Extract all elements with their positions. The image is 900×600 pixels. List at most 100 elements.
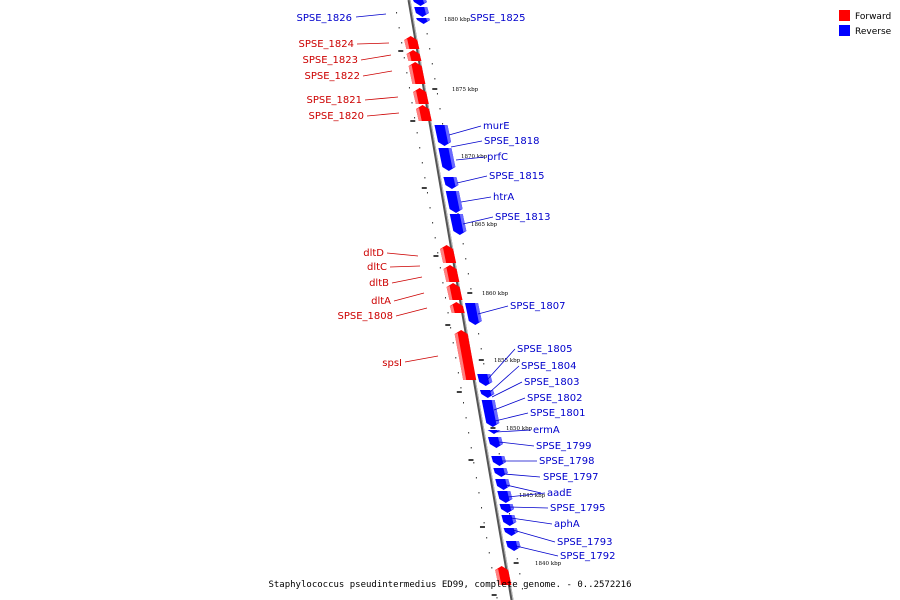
leader-line bbox=[393, 292, 425, 302]
guide-dot bbox=[480, 348, 482, 350]
gene-label[interactable]: SPSE_1824 bbox=[299, 39, 355, 50]
gene-label[interactable]: SPSE_1826 bbox=[297, 13, 353, 24]
gene-shade bbox=[496, 430, 501, 431]
guide-dot bbox=[434, 78, 436, 80]
guide-dots bbox=[396, 12, 523, 599]
gene-label[interactable]: SPSE_1825 bbox=[470, 13, 526, 24]
guide-dot bbox=[491, 567, 493, 569]
gene-label[interactable]: SPSE_1801 bbox=[530, 408, 586, 419]
gene-label[interactable]: SPSE_1798 bbox=[539, 456, 595, 467]
guide-dot bbox=[434, 237, 436, 239]
gene-label[interactable]: htrA bbox=[493, 192, 514, 203]
gene-label[interactable]: SPSE_1805 bbox=[517, 344, 573, 355]
guide-dot bbox=[452, 342, 454, 344]
gene-shade bbox=[454, 333, 467, 380]
guide-dot bbox=[475, 477, 477, 479]
guide-dot bbox=[483, 522, 485, 524]
gene-label[interactable]: SPSE_1807 bbox=[510, 301, 566, 312]
guide-dot bbox=[493, 582, 495, 584]
gene-label[interactable]: dltC bbox=[367, 262, 387, 273]
gene-label[interactable]: SPSE_1804 bbox=[521, 361, 577, 372]
legend-swatch-reverse bbox=[839, 25, 850, 36]
leader-line bbox=[448, 125, 482, 136]
scale-label: 1850 kbp bbox=[506, 426, 533, 432]
leader-line bbox=[494, 412, 529, 422]
gene-label[interactable]: aphA bbox=[554, 519, 580, 530]
guide-dot bbox=[442, 123, 444, 125]
gene-label[interactable]: SPSE_1803 bbox=[524, 377, 580, 388]
guide-dot bbox=[463, 402, 465, 404]
gene-label[interactable]: SPSE_1795 bbox=[550, 503, 606, 514]
gene-label[interactable]: SPSE_1813 bbox=[495, 212, 551, 223]
guide-dot bbox=[473, 462, 475, 464]
gene-label[interactable]: ermA bbox=[533, 425, 560, 436]
gene-label[interactable]: dltD bbox=[363, 248, 384, 259]
gene-shade bbox=[491, 400, 500, 424]
scale-label: 1875 kbp bbox=[452, 87, 479, 93]
guide-dot bbox=[411, 102, 413, 104]
leader-line bbox=[510, 517, 553, 525]
leader-line bbox=[477, 305, 509, 315]
gene-label[interactable]: SPSE_1793 bbox=[557, 537, 613, 548]
guide-dot bbox=[478, 333, 480, 335]
legend-label-reverse: Reverse bbox=[855, 27, 892, 37]
gene-label[interactable]: dltA bbox=[371, 296, 391, 307]
gene-shade bbox=[413, 91, 419, 104]
leader-line bbox=[386, 252, 419, 257]
gene-shade bbox=[408, 65, 416, 84]
guide-dot bbox=[442, 282, 444, 284]
guide-dot bbox=[516, 558, 518, 560]
gene-label[interactable]: prfC bbox=[487, 152, 508, 163]
leader-line bbox=[404, 355, 439, 363]
leader-line bbox=[356, 42, 390, 45]
reverse-labels: SPSE_1825 murE SPSE_1818 prfC SPSE_1815 … bbox=[470, 13, 616, 562]
gene-shade bbox=[507, 491, 513, 500]
gene-label[interactable]: aadE bbox=[547, 488, 572, 499]
gene-label[interactable]: SPSE_1823 bbox=[303, 55, 359, 66]
gene-shade bbox=[459, 214, 467, 232]
guide-dot bbox=[437, 252, 439, 254]
gene-label[interactable]: SPSE_1802 bbox=[527, 393, 583, 404]
guide-dot bbox=[431, 63, 433, 65]
gene-label[interactable]: SPSE_1797 bbox=[543, 472, 599, 483]
guide-dot bbox=[496, 597, 498, 599]
map-caption: Staphylococcus pseudintermedius ED99, co… bbox=[268, 580, 631, 590]
gene-shade bbox=[503, 468, 508, 474]
gene-shade bbox=[423, 0, 428, 3]
forward-gene bbox=[454, 330, 477, 380]
gene-label[interactable]: SPSE_1820 bbox=[309, 111, 365, 122]
gene-label[interactable]: SPSE_1818 bbox=[484, 136, 540, 147]
gene-shade bbox=[487, 374, 493, 383]
gene-label[interactable]: dltB bbox=[369, 278, 389, 289]
gene-label[interactable]: SPSE_1822 bbox=[305, 71, 361, 82]
guide-dot bbox=[396, 12, 398, 14]
gene-label[interactable]: spsI bbox=[382, 358, 402, 369]
legend-swatch-forward bbox=[839, 10, 850, 21]
gene-label[interactable]: murE bbox=[483, 121, 510, 132]
guide-dot bbox=[424, 177, 426, 179]
forward-labels: SPSE_1826 SPSE_1824 SPSE_1823 SPSE_1822 … bbox=[297, 13, 403, 369]
gene-label[interactable]: SPSE_1808 bbox=[338, 311, 394, 322]
guide-dot bbox=[450, 327, 452, 329]
guide-dot bbox=[439, 108, 441, 110]
gene-label[interactable]: SPSE_1792 bbox=[560, 551, 616, 562]
leader-line bbox=[462, 216, 494, 225]
guide-dot bbox=[467, 273, 469, 275]
gene-shade bbox=[416, 108, 422, 121]
gene-label[interactable]: SPSE_1815 bbox=[489, 171, 545, 182]
gene-label[interactable]: SPSE_1799 bbox=[536, 441, 592, 452]
leader-line bbox=[366, 112, 400, 117]
guide-dot bbox=[421, 162, 423, 164]
leader-line bbox=[355, 13, 387, 18]
gene-label[interactable]: SPSE_1821 bbox=[307, 95, 363, 106]
leader-line bbox=[456, 175, 488, 184]
scale-label: 1840 kbp bbox=[535, 561, 562, 567]
gene-shade bbox=[449, 305, 455, 313]
leader-line bbox=[489, 365, 520, 393]
gene-shade bbox=[440, 248, 447, 263]
guide-dot bbox=[436, 93, 438, 95]
gene-shade bbox=[515, 541, 521, 548]
leader-line bbox=[389, 265, 421, 268]
guide-dot bbox=[429, 48, 431, 50]
